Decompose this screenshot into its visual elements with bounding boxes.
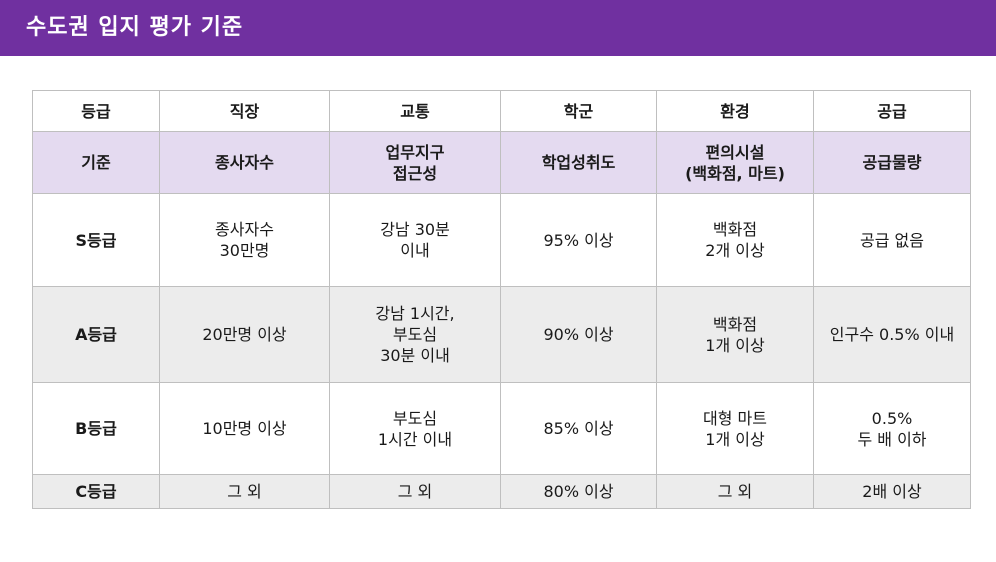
table-row: A등급 20만명 이상 강남 1시간, 부도심 30분 이내 90% 이상 백화… — [32, 286, 971, 383]
table-row: B등급 10만명 이상 부도심 1시간 이내 85% 이상 대형 마트 1개 이… — [32, 382, 971, 475]
table-cell: 85% 이상 — [500, 382, 657, 475]
column-header-transport: 교통 — [329, 90, 501, 132]
criteria-supply: 공급물량 — [813, 131, 971, 194]
table-cell: 대형 마트 1개 이상 — [656, 382, 814, 475]
column-header-school: 학군 — [500, 90, 657, 132]
table-cell: 95% 이상 — [500, 193, 657, 287]
table-cell: 인구수 0.5% 이내 — [813, 286, 971, 383]
table-cell: 그 외 — [159, 474, 330, 509]
table-cell: 공급 없음 — [813, 193, 971, 287]
table-cell: 10만명 이상 — [159, 382, 330, 475]
table-cell: 그 외 — [329, 474, 501, 509]
column-header-grade: 등급 — [32, 90, 160, 132]
criteria-workplace: 종사자수 — [159, 131, 330, 194]
criteria-school: 학업성취도 — [500, 131, 657, 194]
table-cell: 강남 1시간, 부도심 30분 이내 — [329, 286, 501, 383]
criteria-label: 기준 — [32, 131, 160, 194]
column-header-workplace: 직장 — [159, 90, 330, 132]
table-cell: 0.5% 두 배 이하 — [813, 382, 971, 475]
table-header-row: 등급 직장 교통 학군 환경 공급 — [32, 90, 971, 132]
table-cell: 90% 이상 — [500, 286, 657, 383]
criteria-row: 기준 종사자수 업무지구 접근성 학업성취도 편의시설 (백화점, 마트) 공급… — [32, 131, 971, 194]
page-title: 수도권 입지 평가 기준 — [26, 15, 244, 40]
grade-label: A등급 — [32, 286, 160, 383]
table-cell: 그 외 — [656, 474, 814, 509]
criteria-table: 등급 직장 교통 학군 환경 공급 기준 종사자수 업무지구 접근성 학업성취도… — [32, 90, 971, 509]
grade-label: S등급 — [32, 193, 160, 287]
table-cell: 부도심 1시간 이내 — [329, 382, 501, 475]
grade-label: B등급 — [32, 382, 160, 475]
table-row: S등급 종사자수 30만명 강남 30분 이내 95% 이상 백화점 2개 이상… — [32, 193, 971, 287]
column-header-supply: 공급 — [813, 90, 971, 132]
criteria-transport: 업무지구 접근성 — [329, 131, 501, 194]
table-cell: 80% 이상 — [500, 474, 657, 509]
table-cell: 강남 30분 이내 — [329, 193, 501, 287]
table-cell: 백화점 1개 이상 — [656, 286, 814, 383]
table-cell: 백화점 2개 이상 — [656, 193, 814, 287]
table-cell: 종사자수 30만명 — [159, 193, 330, 287]
table-cell: 2배 이상 — [813, 474, 971, 509]
criteria-environment: 편의시설 (백화점, 마트) — [656, 131, 814, 194]
title-bar: 수도권 입지 평가 기준 — [0, 0, 996, 56]
table-row: C등급 그 외 그 외 80% 이상 그 외 2배 이상 — [32, 474, 971, 509]
column-header-environment: 환경 — [656, 90, 814, 132]
grade-label: C등급 — [32, 474, 160, 509]
table-cell: 20만명 이상 — [159, 286, 330, 383]
